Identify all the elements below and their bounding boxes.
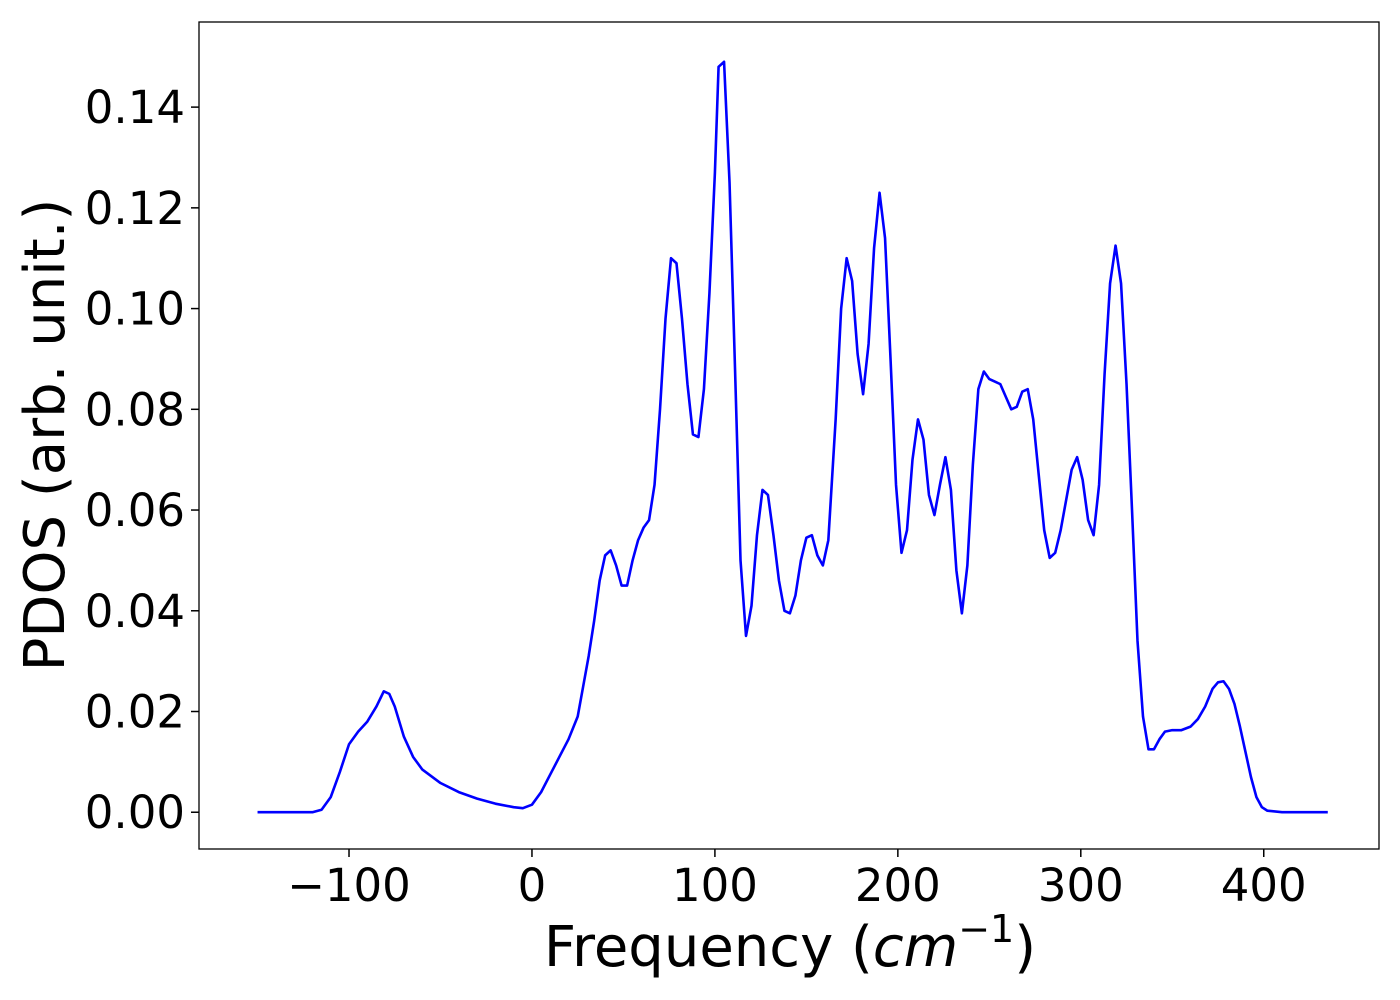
y-tick-label: 0.10 (85, 283, 185, 336)
y-tick-label: 0.00 (85, 786, 185, 839)
x-label-text: Frequency ( (544, 915, 873, 980)
y-tick-label: 0.08 (85, 383, 185, 436)
x-tick-label: 300 (1038, 859, 1124, 912)
x-tick-label: −100 (287, 859, 411, 912)
y-tick-label: 0.02 (85, 686, 185, 739)
x-label-math: cm (873, 915, 958, 980)
x-label-sup: −1 (958, 907, 1014, 951)
data-line (257, 60, 1328, 814)
x-axis-label: Frequency (cm−1) (544, 907, 1036, 980)
y-tick-label: 0.04 (85, 585, 185, 638)
y-tick-label: 0.12 (85, 182, 185, 235)
x-tick-label: 0 (518, 859, 547, 912)
x-tick-label: 400 (1221, 859, 1307, 912)
y-axis-label: PDOS (arb. unit.) (13, 199, 78, 672)
x-tick-label: 200 (855, 859, 941, 912)
y-tick-label: 0.14 (85, 81, 185, 134)
x-tick-label: 100 (672, 859, 758, 912)
y-tick-label: 0.06 (85, 484, 185, 537)
x-label-close: ) (1014, 915, 1036, 980)
plot-frame (198, 21, 1380, 850)
